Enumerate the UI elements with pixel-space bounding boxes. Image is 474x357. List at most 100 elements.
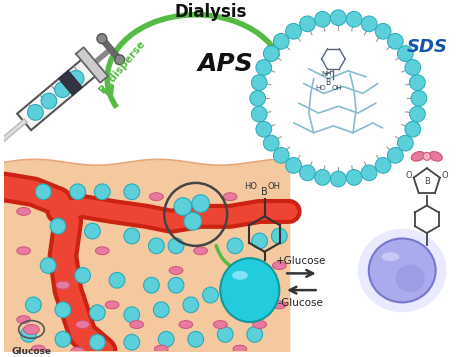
Text: -Glucose: -Glucose — [278, 298, 324, 308]
Circle shape — [202, 287, 219, 303]
Circle shape — [232, 282, 248, 298]
Circle shape — [115, 55, 125, 65]
Text: O: O — [441, 171, 448, 180]
Circle shape — [410, 106, 425, 122]
Circle shape — [158, 331, 174, 347]
Circle shape — [124, 228, 140, 244]
Ellipse shape — [429, 152, 442, 161]
Text: HO: HO — [244, 182, 257, 191]
Circle shape — [405, 60, 420, 75]
Circle shape — [41, 93, 57, 109]
Polygon shape — [59, 71, 82, 95]
Ellipse shape — [369, 238, 436, 302]
Circle shape — [330, 171, 346, 187]
Ellipse shape — [76, 321, 90, 328]
Ellipse shape — [194, 247, 208, 255]
Ellipse shape — [232, 271, 248, 280]
Circle shape — [124, 184, 140, 200]
Circle shape — [40, 258, 56, 273]
Circle shape — [251, 106, 267, 122]
Circle shape — [109, 272, 125, 288]
Circle shape — [300, 165, 315, 181]
Circle shape — [27, 105, 43, 120]
Circle shape — [148, 238, 164, 254]
Circle shape — [286, 157, 301, 173]
Circle shape — [21, 327, 36, 342]
Circle shape — [90, 305, 105, 321]
Ellipse shape — [223, 193, 237, 201]
Circle shape — [252, 233, 267, 249]
Circle shape — [68, 70, 84, 86]
Ellipse shape — [95, 247, 109, 255]
Ellipse shape — [56, 281, 70, 289]
Ellipse shape — [71, 347, 84, 355]
Circle shape — [168, 238, 184, 254]
Circle shape — [315, 11, 330, 27]
Circle shape — [144, 277, 159, 293]
Circle shape — [264, 46, 279, 61]
Circle shape — [168, 277, 184, 293]
Text: O: O — [406, 171, 412, 180]
Circle shape — [300, 16, 315, 32]
Circle shape — [387, 34, 403, 49]
Ellipse shape — [238, 301, 252, 309]
Circle shape — [405, 121, 420, 137]
Circle shape — [192, 195, 210, 212]
Ellipse shape — [169, 267, 183, 275]
Text: Dialysis: Dialysis — [174, 3, 246, 21]
Circle shape — [55, 302, 71, 318]
Circle shape — [184, 212, 201, 230]
Text: Glucose: Glucose — [11, 347, 52, 356]
Circle shape — [247, 327, 263, 342]
Ellipse shape — [149, 193, 163, 201]
Circle shape — [90, 335, 105, 350]
Text: B: B — [326, 77, 331, 87]
Ellipse shape — [213, 321, 227, 328]
Circle shape — [256, 277, 273, 293]
Circle shape — [330, 10, 346, 26]
Circle shape — [315, 170, 330, 185]
Text: B: B — [261, 187, 268, 197]
Circle shape — [70, 184, 85, 200]
Ellipse shape — [31, 345, 45, 353]
Ellipse shape — [411, 152, 425, 161]
Circle shape — [411, 90, 427, 106]
Circle shape — [375, 157, 391, 173]
Text: SDS: SDS — [406, 38, 447, 56]
Circle shape — [36, 184, 51, 200]
Circle shape — [154, 302, 169, 318]
Circle shape — [361, 16, 377, 32]
Circle shape — [346, 11, 362, 27]
Circle shape — [264, 135, 279, 151]
Circle shape — [256, 60, 272, 75]
Ellipse shape — [179, 321, 193, 328]
Text: HO: HO — [316, 85, 326, 91]
Ellipse shape — [233, 262, 247, 270]
Circle shape — [188, 331, 203, 347]
Circle shape — [124, 335, 140, 350]
Circle shape — [218, 327, 233, 342]
Circle shape — [398, 46, 413, 61]
Circle shape — [94, 184, 110, 200]
Ellipse shape — [105, 301, 119, 309]
Text: Redisperse: Redisperse — [97, 39, 147, 95]
Text: +Glucose: +Glucose — [276, 256, 326, 266]
Circle shape — [84, 223, 100, 239]
Circle shape — [250, 90, 265, 106]
Circle shape — [55, 331, 71, 347]
Ellipse shape — [17, 247, 30, 255]
Circle shape — [227, 238, 243, 254]
Circle shape — [361, 165, 377, 181]
Text: OH: OH — [331, 85, 342, 91]
Circle shape — [387, 147, 403, 163]
Circle shape — [97, 34, 107, 44]
Circle shape — [50, 218, 66, 234]
Ellipse shape — [273, 301, 286, 309]
Text: OH: OH — [268, 182, 281, 191]
Ellipse shape — [395, 265, 425, 292]
Circle shape — [410, 75, 425, 90]
Text: B: B — [424, 177, 430, 186]
Text: NH: NH — [321, 71, 332, 77]
Ellipse shape — [382, 252, 399, 261]
Circle shape — [174, 198, 192, 215]
